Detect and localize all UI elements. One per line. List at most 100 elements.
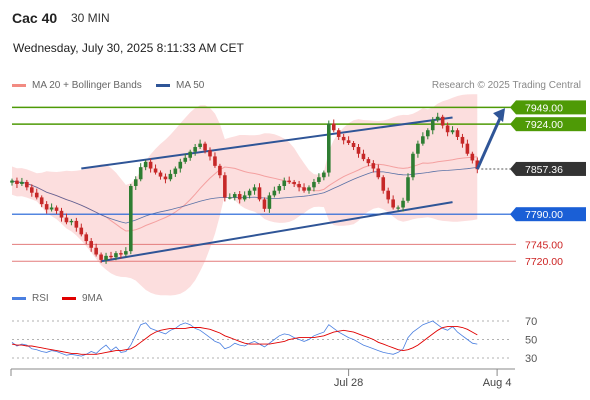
candle-body: [213, 156, 217, 166]
candle-body: [327, 123, 331, 173]
candle-body: [406, 177, 410, 201]
candle-body: [440, 116, 445, 126]
candle-body: [183, 157, 188, 162]
ma20-legend-label: MA 20 + Bollinger Bands: [32, 80, 142, 91]
candle-body: [99, 254, 103, 260]
rsi-tick-label: 30: [525, 353, 537, 365]
candle-body: [228, 197, 232, 199]
ma50-legend: MA 50: [156, 80, 204, 91]
candle-body: [198, 143, 202, 148]
candle-body: [89, 241, 93, 248]
rsi-ma-legend-label: 9MA: [82, 293, 103, 304]
candle-body: [302, 187, 306, 191]
ma20-swatch: [12, 84, 26, 87]
candle-body: [450, 130, 455, 133]
candle-body: [84, 234, 89, 242]
candle-body: [20, 181, 24, 184]
candle-body: [104, 255, 108, 260]
candle-body: [252, 187, 257, 191]
candle-body: [44, 204, 49, 210]
candle-body: [267, 195, 272, 209]
candle-body: [39, 197, 44, 205]
datetime-label: Wednesday, July 30, 2025 8:11:33 AM CET: [13, 41, 244, 55]
candle-body: [74, 220, 79, 228]
level-label-support: 7720.00: [525, 256, 563, 268]
candle-body: [133, 179, 138, 186]
candle-body: [312, 181, 316, 188]
rsi-legend-label: RSI: [32, 293, 49, 304]
candle-body: [54, 207, 59, 211]
candle-body: [148, 161, 153, 169]
candle-body: [322, 172, 326, 178]
candle-body: [272, 190, 277, 196]
candle-body: [455, 130, 460, 137]
candle-body: [376, 168, 381, 178]
candle-body: [242, 195, 247, 200]
candle-body: [421, 136, 425, 144]
rsi-ma-swatch: [62, 297, 76, 300]
candle-body: [307, 187, 311, 191]
candle-body: [426, 130, 430, 137]
level-tag-resistance: [516, 100, 586, 115]
candle-body: [366, 159, 371, 164]
candle-body: [356, 147, 361, 154]
level-label-pivot: 7790.00: [525, 209, 563, 221]
candle-body: [435, 116, 440, 121]
candle-body: [218, 165, 222, 176]
candle-body: [287, 180, 291, 182]
ma20-legend: MA 20 + Bollinger Bands: [12, 80, 142, 91]
candle-body: [445, 125, 450, 133]
candle-body: [203, 143, 207, 151]
candle-body: [381, 177, 386, 191]
candle-body: [282, 180, 287, 186]
candle-body: [25, 181, 29, 188]
candle-body: [470, 153, 475, 161]
candle-body: [59, 210, 64, 218]
candle-body: [114, 253, 118, 258]
candle-body: [129, 185, 133, 252]
forecast-arrow-head: [493, 108, 506, 123]
level-label-last-price: 7857.36: [525, 164, 563, 176]
level-label-support: 7745.00: [525, 239, 563, 251]
candle-body: [69, 220, 74, 223]
level-tag-resistance: [516, 117, 586, 132]
level-label-resistance: 7924.00: [525, 119, 563, 131]
timeframe-label: 30 MIN: [71, 11, 110, 25]
candle-body: [391, 199, 395, 208]
x-tick-label: Jul 28: [334, 377, 363, 389]
candle-body: [346, 140, 351, 143]
candle-body: [396, 207, 400, 209]
level-label-resistance: 7949.00: [525, 102, 563, 114]
candle-body: [158, 172, 163, 177]
trend-channel-upper: [81, 116, 453, 170]
candle-body: [124, 251, 128, 255]
ma50-swatch: [156, 84, 170, 87]
rsi-ma-line: [11, 326, 478, 355]
candle-body: [317, 177, 321, 182]
candle-body: [193, 147, 197, 152]
rsi-line: [11, 320, 478, 357]
rsi-ma-legend: 9MA: [62, 293, 103, 304]
candle-body: [277, 185, 282, 191]
candle-body: [30, 187, 34, 193]
candle-body: [15, 180, 19, 184]
candle-body: [371, 163, 376, 169]
candle-body: [188, 151, 192, 158]
candle-body: [173, 168, 178, 174]
candle-body: [143, 161, 148, 168]
level-tag-pointer: [510, 161, 516, 176]
level-tag-last-price: [516, 161, 586, 176]
candle-body: [178, 161, 183, 169]
candle-body: [237, 194, 242, 200]
level-tag-pointer: [510, 100, 516, 115]
x-tick-label: Aug 4: [483, 377, 512, 389]
forecast-arrow-shaft: [475, 117, 502, 170]
candle-body: [94, 247, 98, 255]
level-tag-pointer: [510, 117, 516, 132]
instrument-title: Cac 40: [12, 10, 58, 26]
candle-body: [460, 136, 465, 144]
candle-body: [168, 173, 173, 180]
candle-body: [361, 153, 366, 160]
candle-body: [351, 142, 356, 148]
